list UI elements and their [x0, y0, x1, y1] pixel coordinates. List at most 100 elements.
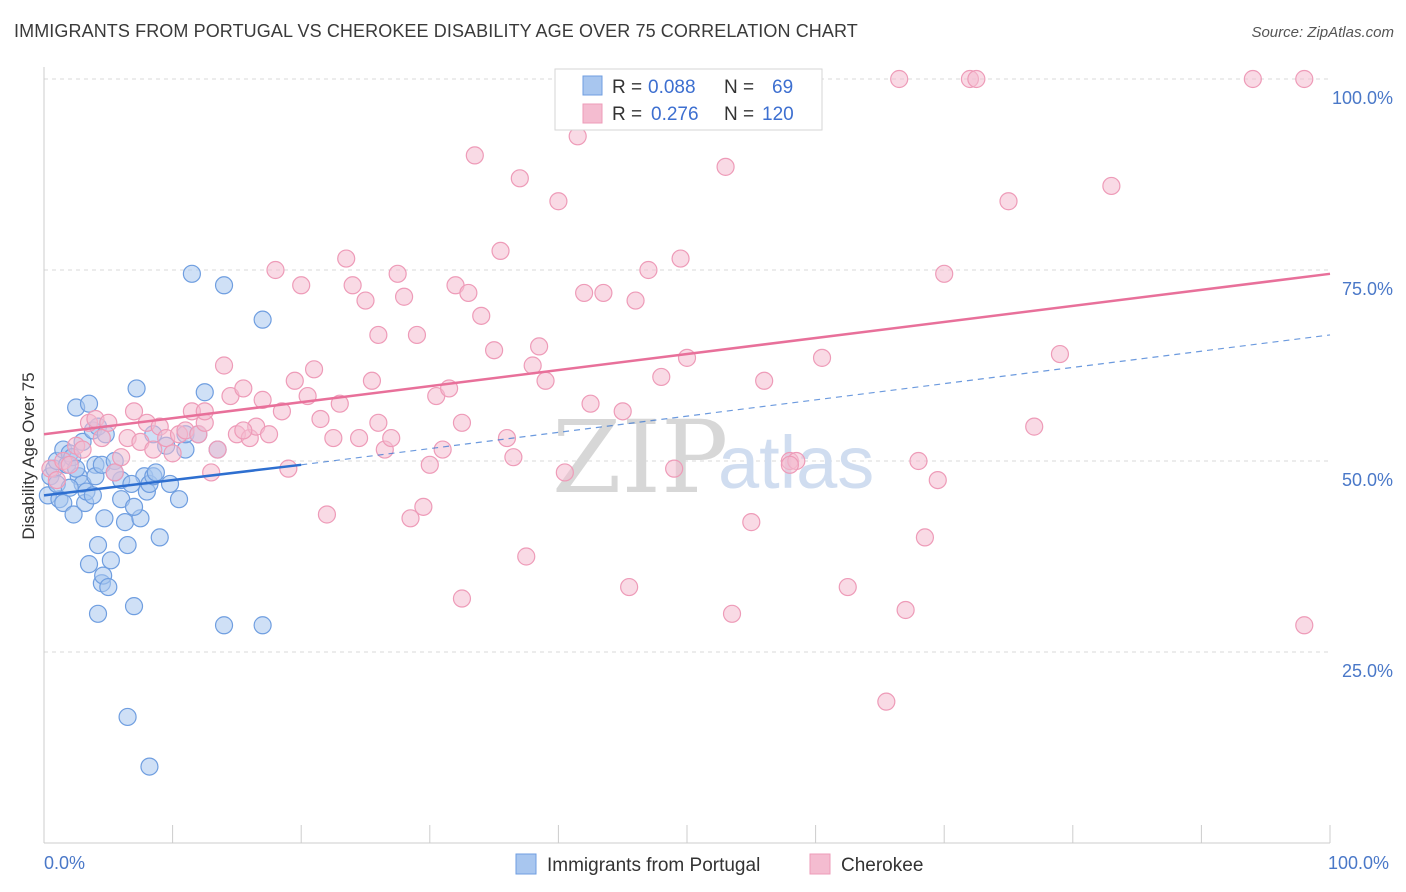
cherokee-point — [304, 360, 324, 379]
cherokee-point — [1295, 69, 1314, 89]
legend-r-label-portugal: R = — [612, 77, 642, 98]
cherokee-point — [420, 455, 439, 474]
cherokee-point — [652, 367, 671, 387]
cherokee-point — [877, 692, 896, 711]
cherokee-point — [382, 428, 401, 448]
cherokee-point — [935, 264, 954, 283]
cherokee-point — [401, 509, 420, 528]
cherokee-point — [452, 413, 472, 432]
series-cherokee-points — [41, 69, 1314, 711]
cherokee-point — [266, 260, 285, 280]
portugal-point — [95, 509, 114, 528]
legend-r-value-cherokee: 0.276 — [651, 104, 699, 125]
cherokee-point — [253, 390, 272, 409]
watermark-zip: ZIP — [552, 399, 728, 516]
cherokee-point — [317, 505, 337, 524]
cherokee-point — [967, 69, 986, 89]
cherokee-point — [613, 402, 632, 421]
cherokee-point — [259, 425, 279, 444]
cherokee-point — [163, 444, 182, 463]
bottom-legend-swatch-cherokee — [809, 853, 831, 875]
cherokee-point — [909, 451, 928, 471]
cherokee-point — [272, 402, 292, 421]
portugal-point — [79, 394, 99, 413]
cherokee-point — [73, 440, 92, 459]
cherokee-point — [472, 306, 491, 325]
x-tick-label-max: 100.0% — [1328, 853, 1389, 873]
cherokee-point — [433, 440, 452, 459]
cherokee-point — [407, 325, 427, 345]
y-tick-label-50: 50.0% — [1342, 470, 1393, 490]
chart-title: IMMIGRANTS FROM PORTUGAL VS CHEROKEE DIS… — [14, 21, 858, 41]
portugal-point — [88, 535, 108, 555]
cherokee-point — [330, 394, 349, 413]
y-tick-labels: 25.0% 50.0% 75.0% 100.0% — [1332, 88, 1393, 681]
series-legend: Immigrants from Portugal Cherokee — [515, 853, 923, 876]
cherokee-point — [1025, 417, 1044, 436]
bottom-legend-label-portugal: Immigrants from Portugal — [547, 855, 760, 876]
cherokee-point — [491, 241, 510, 260]
cherokee-point — [497, 428, 517, 448]
cherokee-point — [890, 69, 909, 89]
legend-r-value-portugal: 0.088 — [648, 77, 696, 98]
cherokee-point — [214, 356, 234, 375]
cherokee-point — [1050, 344, 1070, 364]
cherokee-point — [485, 341, 504, 360]
trend-lines — [43, 272, 1331, 497]
cherokee-point — [311, 409, 330, 429]
portugal-point — [146, 463, 165, 482]
y-tick-label-75: 75.0% — [1342, 279, 1393, 299]
y-axis-title: Disability Age Over 75 — [19, 372, 38, 539]
cherokee-point — [144, 440, 163, 459]
cherokee-point — [716, 157, 735, 176]
cherokee-point — [99, 413, 118, 432]
portugal-point — [124, 597, 144, 616]
cherokee-point — [356, 291, 375, 310]
correlation-legend: R = 0.088 N = 69 R = 0.276 N = 120 — [554, 68, 823, 131]
cherokee-point — [285, 371, 304, 390]
chart-source: Source: ZipAtlas.com — [1251, 24, 1394, 41]
legend-swatch-cherokee — [582, 103, 603, 124]
cherokee-point — [414, 497, 433, 516]
portugal-point — [160, 474, 180, 494]
cherokee-point — [369, 325, 388, 345]
portugal-point — [101, 551, 120, 570]
x-tick-label-min: 0.0% — [44, 853, 85, 873]
cherokee-point — [292, 276, 311, 295]
portugal-point — [118, 707, 137, 727]
cherokee-point — [742, 513, 761, 532]
cherokee-point — [504, 448, 523, 467]
portugal-point — [182, 264, 201, 283]
bottom-legend-swatch-portugal — [515, 853, 537, 875]
cherokee-point — [665, 459, 684, 478]
portugal-point — [214, 616, 234, 635]
cherokee-point — [510, 169, 529, 188]
portugal-point — [214, 276, 234, 295]
cherokee-point — [388, 264, 407, 283]
portugal-point — [64, 505, 83, 524]
cherokee-point — [999, 192, 1018, 211]
cherokee-point — [112, 448, 131, 467]
cherokee-point — [279, 459, 298, 478]
cherokee-point — [92, 428, 111, 448]
legend-n-value-portugal: 69 — [772, 77, 793, 98]
cherokee-point — [362, 371, 382, 390]
portugal-point — [169, 490, 189, 509]
legend-n-value-cherokee: 120 — [762, 104, 794, 125]
cherokee-point — [459, 283, 478, 303]
cherokee-point — [60, 455, 79, 474]
cherokee-point — [343, 276, 362, 295]
portugal-point — [127, 379, 146, 398]
cherokee-point — [620, 577, 639, 597]
series-portugal-points — [38, 264, 272, 776]
cherokee-point — [234, 421, 253, 440]
portugal-point — [79, 555, 99, 574]
legend-swatch-portugal — [582, 75, 603, 96]
portugal-point — [54, 493, 73, 513]
portugal-point — [195, 383, 214, 402]
cherokee-point — [394, 287, 414, 306]
portugal-point — [115, 513, 135, 532]
portugal-point — [88, 604, 108, 623]
portugal-point — [124, 497, 144, 516]
cherokee-point — [195, 402, 214, 421]
